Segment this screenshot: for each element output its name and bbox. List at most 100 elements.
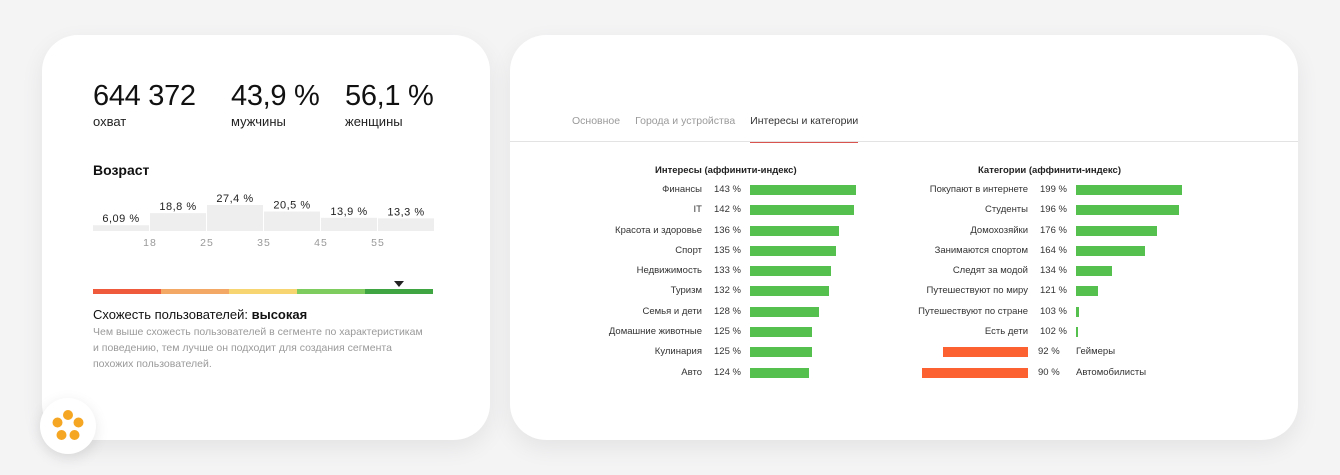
affinity-bar xyxy=(750,367,810,378)
affinity-row: Автомобилисты 90 % xyxy=(510,364,1298,384)
age-bar xyxy=(321,217,377,231)
affinity-value: 128 % xyxy=(714,305,741,317)
affinity-row: Путешествуют по миру 121 % xyxy=(510,282,1298,302)
affinity-bar xyxy=(1076,205,1179,216)
affinity-row: Красота и здоровье 136 % xyxy=(510,222,890,242)
affinity-bar xyxy=(1076,306,1080,317)
affinity-row: Туризм 132 % xyxy=(510,282,890,302)
affinity-name: Семья и дети xyxy=(642,305,702,317)
affinity-row: Кулинария 125 % xyxy=(510,343,890,363)
affinity-bar xyxy=(1076,266,1113,277)
age-bar-label: 13,9 % xyxy=(330,206,367,218)
affinity-bar xyxy=(750,347,812,358)
stat-value: 56,1 % xyxy=(345,80,434,112)
affinity-row: Финансы 143 % xyxy=(510,181,890,201)
affinity-name: Автомобилисты xyxy=(1076,366,1147,378)
age-tick-label: 35 xyxy=(257,237,271,249)
age-histogram: 6,09 % 18,8 % 27,4 % 20,5 % 13,9 % 13,3 % 18 25… xyxy=(93,193,434,249)
tab-cities-devices[interactable]: Города и устройства xyxy=(635,115,736,127)
age-tick-label: 55 xyxy=(371,237,385,249)
similarity-scale-segment xyxy=(93,289,161,294)
affinity-row: Семья и дети 128 % xyxy=(510,303,890,323)
affinity-name: Красота и здоровье xyxy=(615,224,702,236)
tab-main[interactable]: Основное xyxy=(572,115,621,127)
affinity-value: 143 % xyxy=(714,184,741,195)
similarity-scale xyxy=(93,289,433,294)
affinity-row: Занимаются спортом 164 % xyxy=(510,242,1298,262)
age-tick-label: 25 xyxy=(200,237,214,249)
age-tick-label: 45 xyxy=(314,237,328,249)
affinity-value: 103 % xyxy=(1040,305,1067,317)
affinity-value: 132 % xyxy=(714,285,741,297)
similarity-scale-segment xyxy=(161,289,229,294)
affinity-value: 199 % xyxy=(1040,184,1067,195)
affinity-name: Путешествуют по стране xyxy=(918,305,1028,317)
affinity-value: 135 % xyxy=(714,244,741,256)
affinity-bar xyxy=(750,225,839,236)
app-logo[interactable] xyxy=(40,398,96,454)
affinity-value: 124 % xyxy=(714,366,741,378)
affinity-row: Есть дети 102 % xyxy=(510,323,1298,343)
stat-value: 43,9 % xyxy=(231,80,320,112)
affinity-value: 121 % xyxy=(1040,285,1067,297)
affinity-row: Следят за модой 134 % xyxy=(510,262,1298,282)
tabs-divider xyxy=(510,141,1298,142)
affinity-value: 133 % xyxy=(714,265,741,277)
age-tick-label: 18 xyxy=(143,237,157,249)
interests-list: Финансы 143 % IT 142 % Красота и здоровье 136… xyxy=(510,181,890,384)
similarity-description: Чем выше схожесть пользователей в сегмен… xyxy=(93,326,423,370)
age-bar-label: 6,09 % xyxy=(102,213,139,225)
affinity-row: Покупают в интернете 199 % xyxy=(510,181,1298,201)
affinity-name: Туризм xyxy=(670,285,702,297)
tab-interests-categories[interactable]: Интересы и категории xyxy=(750,115,859,143)
affinity-value: 176 % xyxy=(1040,224,1067,236)
stat-reach: 644 372 охват xyxy=(93,79,196,130)
affinity-value: 90 % xyxy=(1038,366,1060,378)
interests-card: Основное Города и устройства Интересы и … xyxy=(510,35,1298,440)
affinity-name: Следят за модой xyxy=(952,265,1028,277)
affinity-value: 134 % xyxy=(1040,265,1067,277)
affinity-bar xyxy=(750,245,837,256)
affinity-name: Студенты xyxy=(984,204,1028,216)
affinity-bar xyxy=(750,266,832,277)
stat-value: 644 372 xyxy=(93,80,196,112)
affinity-bar xyxy=(1076,225,1158,236)
affinity-name: Кулинария xyxy=(654,346,702,358)
affinity-name: Путешествуют по миру xyxy=(926,285,1028,297)
affinity-bar xyxy=(1076,185,1182,195)
stat-men: 43,9 % мужчины xyxy=(231,79,320,130)
stat-women: 56,1 % женщины xyxy=(345,79,434,130)
age-bar xyxy=(150,213,206,231)
audience-summary-card: 644 372 охват 43,9 % мужчины 56,1 % женщ… xyxy=(42,35,490,440)
affinity-name: Домохозяйки xyxy=(970,224,1028,236)
affinity-bar xyxy=(1076,286,1099,297)
affinity-name: Есть дети xyxy=(984,326,1028,338)
age-bar xyxy=(264,211,320,231)
affinity-row: Геймеры 92 % xyxy=(510,343,1298,363)
affinity-row: Домашние животные 125 % xyxy=(510,323,890,343)
age-title: Возраст xyxy=(93,162,150,178)
affinity-value: 102 % xyxy=(1040,326,1067,338)
affinity-row: IT 142 % xyxy=(510,201,890,221)
flower-logo-icon xyxy=(52,410,84,440)
stat-label: охват xyxy=(93,114,127,129)
affinity-value: 125 % xyxy=(714,326,741,338)
affinity-name: Занимаются спортом xyxy=(934,244,1028,256)
categories-title: Категории (аффинити-индекс) xyxy=(978,165,1122,176)
affinity-name: Спорт xyxy=(675,244,702,256)
stat-label: женщины xyxy=(345,114,403,129)
age-bar xyxy=(93,225,149,231)
affinity-value: 92 % xyxy=(1038,346,1060,358)
affinity-bar xyxy=(1076,245,1145,256)
similarity-marker-icon xyxy=(394,281,404,287)
age-bar-label: 20,5 % xyxy=(273,200,310,212)
affinity-row: Путешествуют по стране 103 % xyxy=(510,303,1298,323)
affinity-bar xyxy=(750,327,812,338)
affinity-value: 196 % xyxy=(1040,204,1067,216)
interests-title: Интересы (аффинити-индекс) xyxy=(655,165,797,176)
affinity-bar xyxy=(750,205,854,216)
categories-list: Покупают в интернете 199 % Студенты 196 % До… xyxy=(510,181,1298,384)
stat-label: мужчины xyxy=(231,114,286,129)
affinity-bar xyxy=(750,286,829,297)
affinity-row: Домохозяйки 176 % xyxy=(510,222,1298,242)
